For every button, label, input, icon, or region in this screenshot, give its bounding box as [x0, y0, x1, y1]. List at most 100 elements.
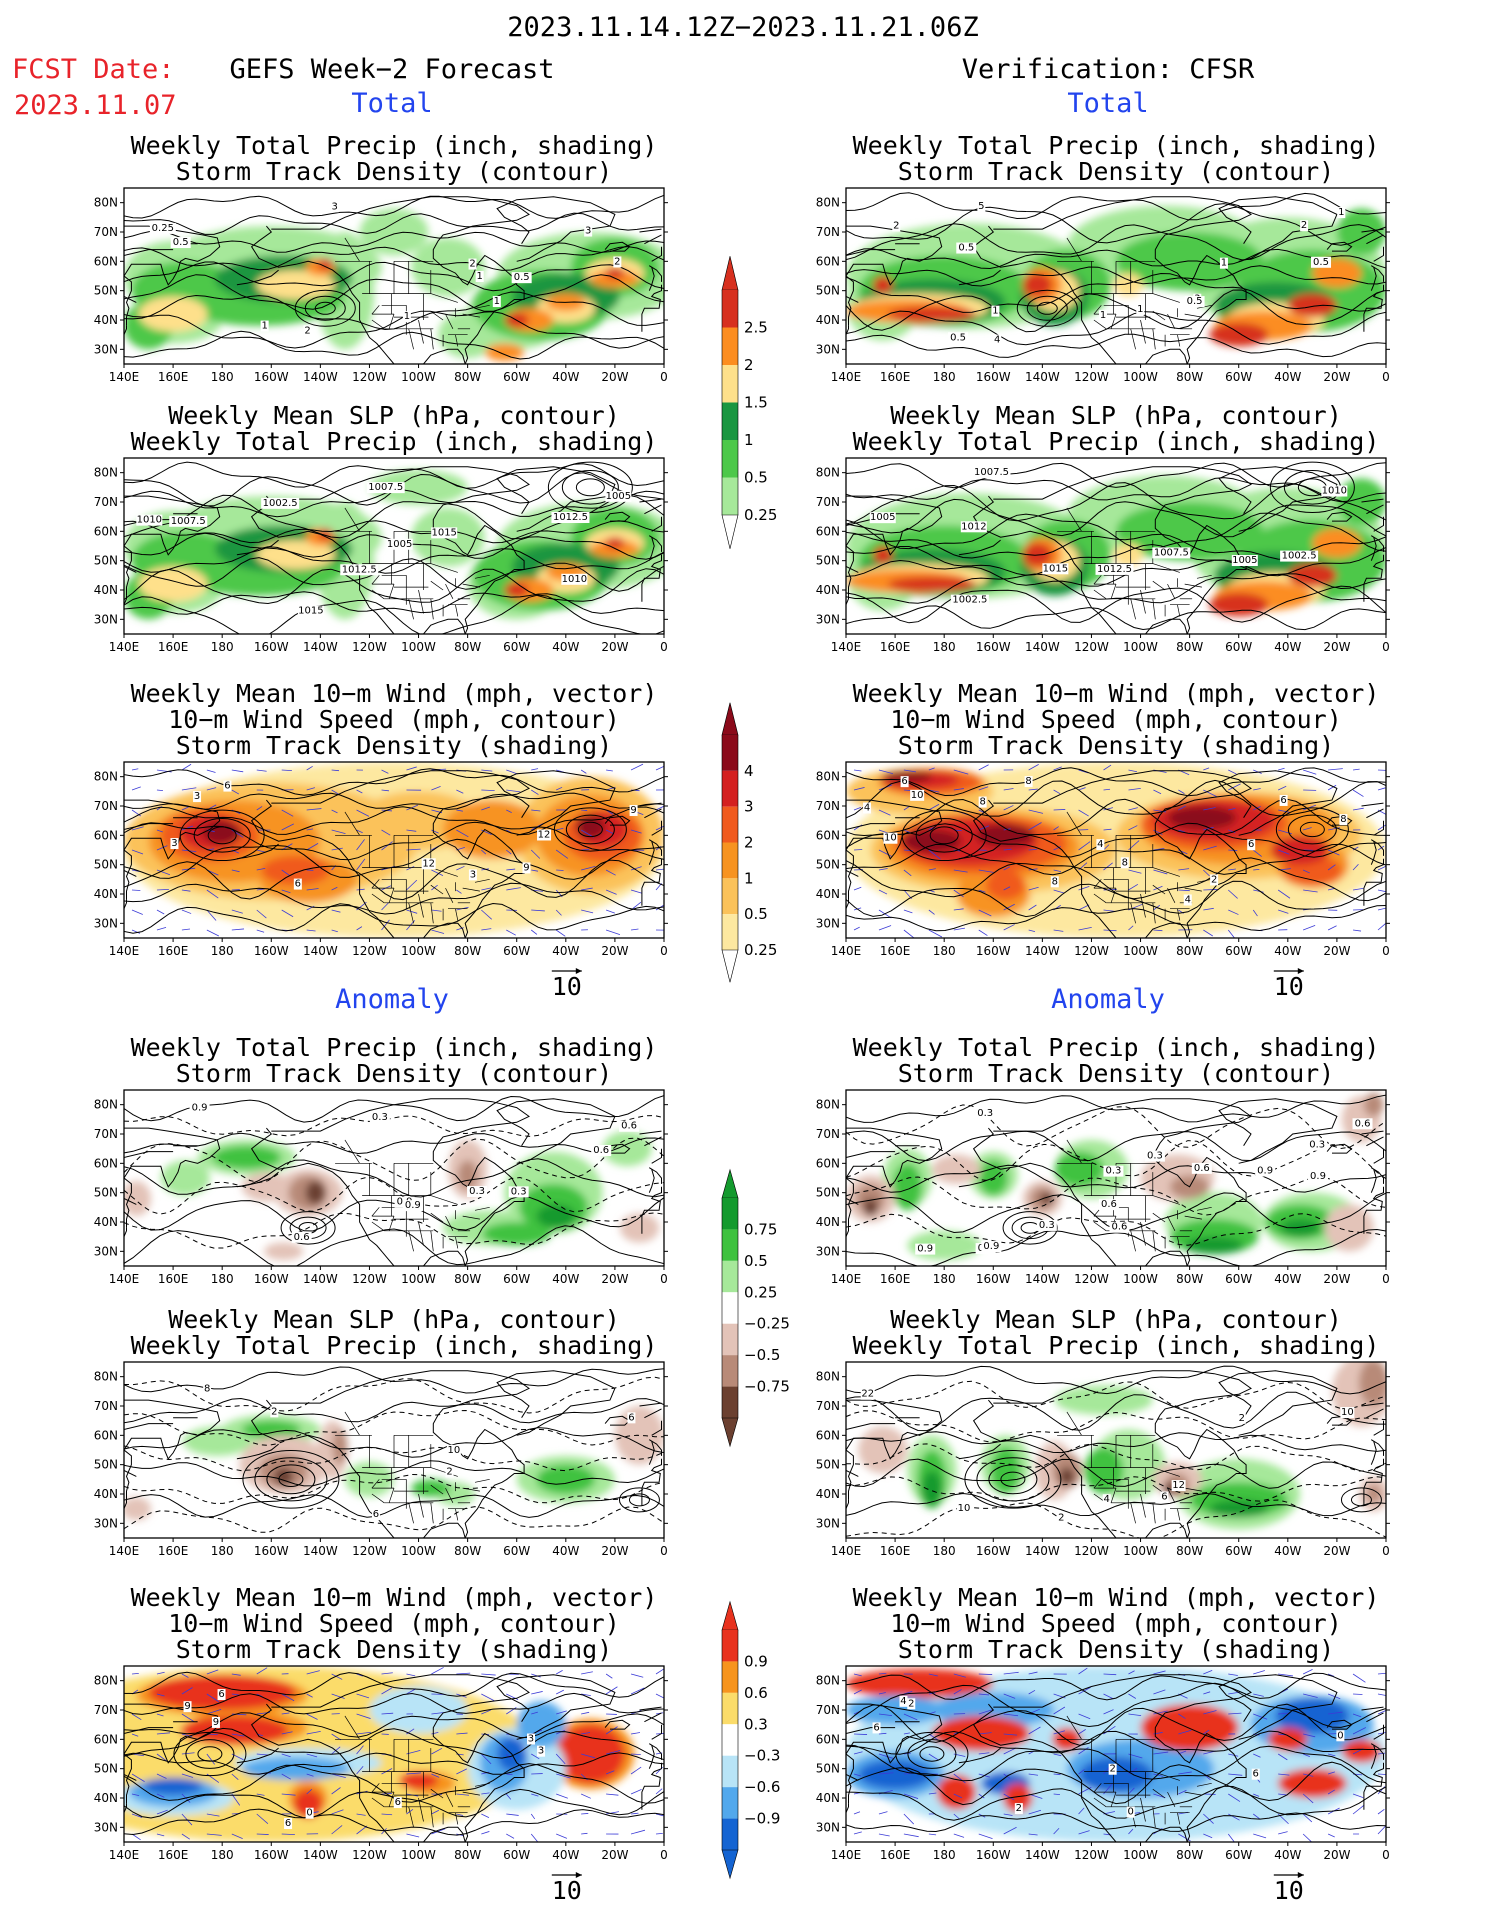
- wind-arrow: [306, 1670, 320, 1675]
- lon-label: 80W: [454, 640, 481, 654]
- boundary-line: [1184, 1215, 1202, 1220]
- lat-label: 50N: [816, 1762, 840, 1776]
- shading-region: [575, 814, 606, 839]
- wind-arrow: [456, 1732, 468, 1735]
- wind-arrow: [156, 845, 168, 851]
- wind-arrow: [1302, 1833, 1313, 1842]
- colorbar-segment: [722, 1724, 738, 1756]
- wind-arrow: [131, 1813, 143, 1818]
- contour-line: [846, 1130, 1386, 1162]
- coastline: [1373, 246, 1384, 262]
- wind-arrow: [1278, 1773, 1290, 1776]
- boundary-line: [1167, 1215, 1176, 1231]
- wind-arrow: [531, 1691, 543, 1695]
- coastline: [496, 770, 616, 836]
- wind-arrow: [231, 928, 245, 931]
- boundary-line: [1167, 313, 1176, 329]
- lon-label: 160W: [976, 640, 1011, 654]
- wind-arrow: [306, 1773, 314, 1777]
- map-frame: [845, 1665, 1387, 1843]
- panel-title: Weekly Mean 10−m Wind (mph, vector): [853, 1583, 1380, 1612]
- contour-value-label: 1015: [1043, 563, 1068, 574]
- lat-label: 50N: [94, 1458, 118, 1472]
- coastline: [846, 870, 859, 877]
- wind-arrow: [131, 849, 144, 855]
- wind-arrow: [1103, 889, 1117, 891]
- wind-arrow: [903, 929, 915, 938]
- wind-arrow: [306, 1713, 318, 1720]
- lon-label: 120W: [352, 944, 387, 958]
- coastline: [648, 1439, 662, 1465]
- wind-arrow: [431, 829, 439, 834]
- lat-label: 50N: [94, 554, 118, 568]
- wind-arrow: [953, 1793, 962, 1799]
- wind-arrow: [306, 929, 316, 932]
- lon-label: 40W: [552, 944, 579, 958]
- boundary-line: [430, 1502, 434, 1524]
- coastline: [124, 1499, 127, 1509]
- map-panel-L2: 1007.510101007.5100510051002.51012.51012…: [94, 457, 668, 654]
- contour-ring: [895, 1731, 969, 1777]
- wind-arrow: [156, 926, 167, 931]
- wind-arrow: [1228, 889, 1238, 899]
- coastline: [271, 196, 530, 364]
- contour-value-label: 0.5: [514, 272, 530, 283]
- contour-ring: [242, 1450, 340, 1509]
- colorbar-label: 2.5: [744, 319, 768, 337]
- contour-value-label: 2: [469, 259, 475, 270]
- contour-line: [124, 806, 664, 836]
- wind-arrow: [978, 764, 989, 771]
- wind-arrow: [1153, 885, 1163, 891]
- coastlines: [124, 1370, 662, 1538]
- wind-arrow: [181, 1733, 193, 1738]
- shading-region: [241, 1172, 291, 1202]
- wind-arrow: [356, 858, 366, 871]
- boundary-line: [388, 583, 395, 599]
- boundary-line: [1152, 598, 1156, 620]
- coastline: [124, 799, 221, 900]
- lat-label: 80N: [94, 770, 118, 784]
- lat-label: 80N: [816, 196, 840, 210]
- wind-arrow: [556, 786, 563, 791]
- shading-region: [1054, 1385, 1153, 1415]
- lon-label: 40W: [552, 640, 579, 654]
- colorbar-label: 3: [744, 798, 754, 816]
- colorbar-top-arrow: [721, 1168, 739, 1199]
- wind-arrow: [581, 1671, 593, 1675]
- wind-arrow: [853, 769, 862, 772]
- lon-label: 20W: [1323, 1272, 1350, 1286]
- wind-arrow: [605, 1750, 621, 1755]
- wind-arrow: [1278, 1673, 1294, 1677]
- lon-label: 140W: [303, 944, 338, 958]
- wind-arrow: [1153, 1710, 1168, 1715]
- map-panel-R4: 0.30.60.60.30.60.90.90.60.60.30.30.90.30…: [816, 1089, 1390, 1286]
- wind-arrow: [1103, 764, 1112, 771]
- boundary-line: [474, 1782, 490, 1787]
- coastlines: [846, 1098, 1384, 1266]
- wind-arrow: [1327, 784, 1337, 791]
- wind-arrow: [356, 888, 365, 891]
- lon-label: 160E: [880, 640, 911, 654]
- wind-arrow: [181, 825, 194, 831]
- wind-arrow: [1228, 1773, 1243, 1776]
- lon-label: 160W: [976, 1848, 1011, 1862]
- lon-label: 100W: [1123, 944, 1158, 958]
- boundary-line: [418, 1797, 424, 1822]
- colorbar-label: 0.3: [744, 1715, 768, 1733]
- lon-label: 80W: [1176, 1272, 1203, 1286]
- coastline: [124, 1151, 174, 1158]
- coastline: [846, 1774, 859, 1781]
- wind-arrow: [256, 806, 263, 811]
- contour-value-label: 1005: [387, 539, 412, 550]
- coastline: [496, 466, 616, 532]
- contour-value-label: 8: [1340, 814, 1346, 825]
- wind-arrow: [506, 887, 521, 891]
- boundary-line: [408, 1806, 414, 1828]
- wind-arrow: [181, 806, 189, 811]
- lat-label: 30N: [816, 1820, 840, 1834]
- wind-arrow: [331, 1787, 341, 1795]
- lon-label: 0: [660, 370, 668, 384]
- wind-arrow: [306, 1788, 313, 1795]
- panel-title: Storm Track Density (contour): [176, 1059, 613, 1088]
- coastline: [846, 1727, 896, 1734]
